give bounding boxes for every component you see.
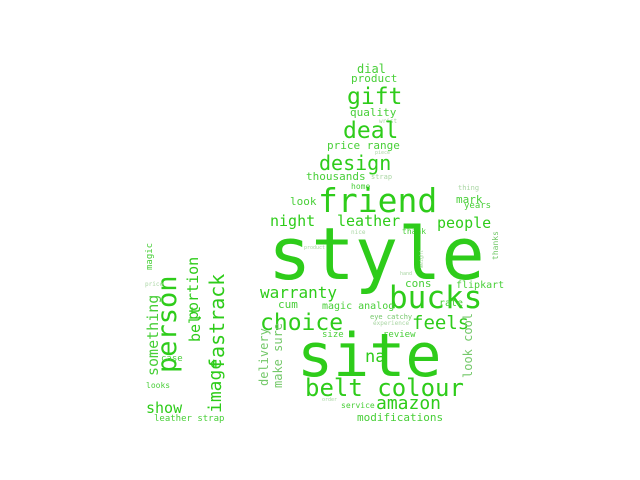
word-bucks: bucks xyxy=(389,280,483,316)
word-nice: thank xyxy=(402,227,427,236)
word-delivery: delivery xyxy=(257,328,271,386)
word-service: service xyxy=(341,401,375,410)
word-review: review xyxy=(383,330,416,340)
word-deal: deal xyxy=(343,118,399,144)
word-rate: rate xyxy=(439,298,464,309)
word-choice: choice xyxy=(260,310,344,336)
word-warranty: warranty xyxy=(260,283,338,302)
word-amazon: amazon xyxy=(376,393,442,414)
word-design: design xyxy=(319,151,392,175)
word-site: site xyxy=(297,321,442,391)
word-na: na xyxy=(365,347,386,367)
word-look-cool: look cool xyxy=(461,312,475,378)
word-leather: leather xyxy=(337,212,401,230)
word-show: show xyxy=(146,399,183,417)
word-experience: experience xyxy=(373,320,410,327)
word-leather-strap: leather strap xyxy=(154,414,225,424)
word-looks: looks xyxy=(146,381,171,390)
word-eye-catchy: eye catchy xyxy=(370,313,413,321)
word-case: case xyxy=(161,354,183,364)
word-price-range: price range xyxy=(327,139,400,152)
word-years: years xyxy=(464,201,492,211)
word-feels: feels xyxy=(412,312,470,334)
word-belt-colour: belt colour xyxy=(305,374,464,402)
word-piece: piece xyxy=(375,150,391,156)
word-cons: cons xyxy=(405,277,432,290)
word-wrist: wrist xyxy=(379,118,398,125)
word-friend: friend xyxy=(318,181,438,220)
word-order: order xyxy=(322,397,338,403)
word-fastrack: fastrack xyxy=(205,273,229,370)
word-people: people xyxy=(437,214,492,232)
word-mark: mark xyxy=(456,193,483,206)
word-belt: belt xyxy=(186,305,204,342)
word-thanks: thanks xyxy=(491,231,500,260)
word-night: night xyxy=(270,212,316,230)
word-quality: quality xyxy=(350,106,397,119)
word-weight: weight xyxy=(419,249,425,268)
word-look: look xyxy=(290,195,317,208)
word-magic-analog: magic analog xyxy=(322,301,395,312)
word-gift: gift xyxy=(347,84,403,110)
word-price: price xyxy=(145,281,164,288)
word-thousands: thousands xyxy=(306,170,366,183)
word-product-small: product xyxy=(304,245,326,251)
word-image: image xyxy=(205,358,226,413)
word-cum: cum xyxy=(278,298,298,311)
word-size: size xyxy=(322,330,344,340)
word-hand: hand xyxy=(400,271,413,277)
word-thing: thing xyxy=(458,184,480,192)
word-modifications: modifications xyxy=(357,411,444,424)
word-product: product xyxy=(351,72,398,85)
word-strap: strap xyxy=(371,173,393,181)
word-magic: magic xyxy=(145,242,155,270)
word-flipkart: flipkart xyxy=(456,280,505,291)
word-home: home xyxy=(351,182,371,191)
word-dial: dial xyxy=(357,62,386,76)
word-thank: nice xyxy=(351,229,366,236)
word-style: style xyxy=(268,212,485,296)
word-make-sure: make sure xyxy=(271,322,285,388)
word-something: something xyxy=(144,294,162,376)
